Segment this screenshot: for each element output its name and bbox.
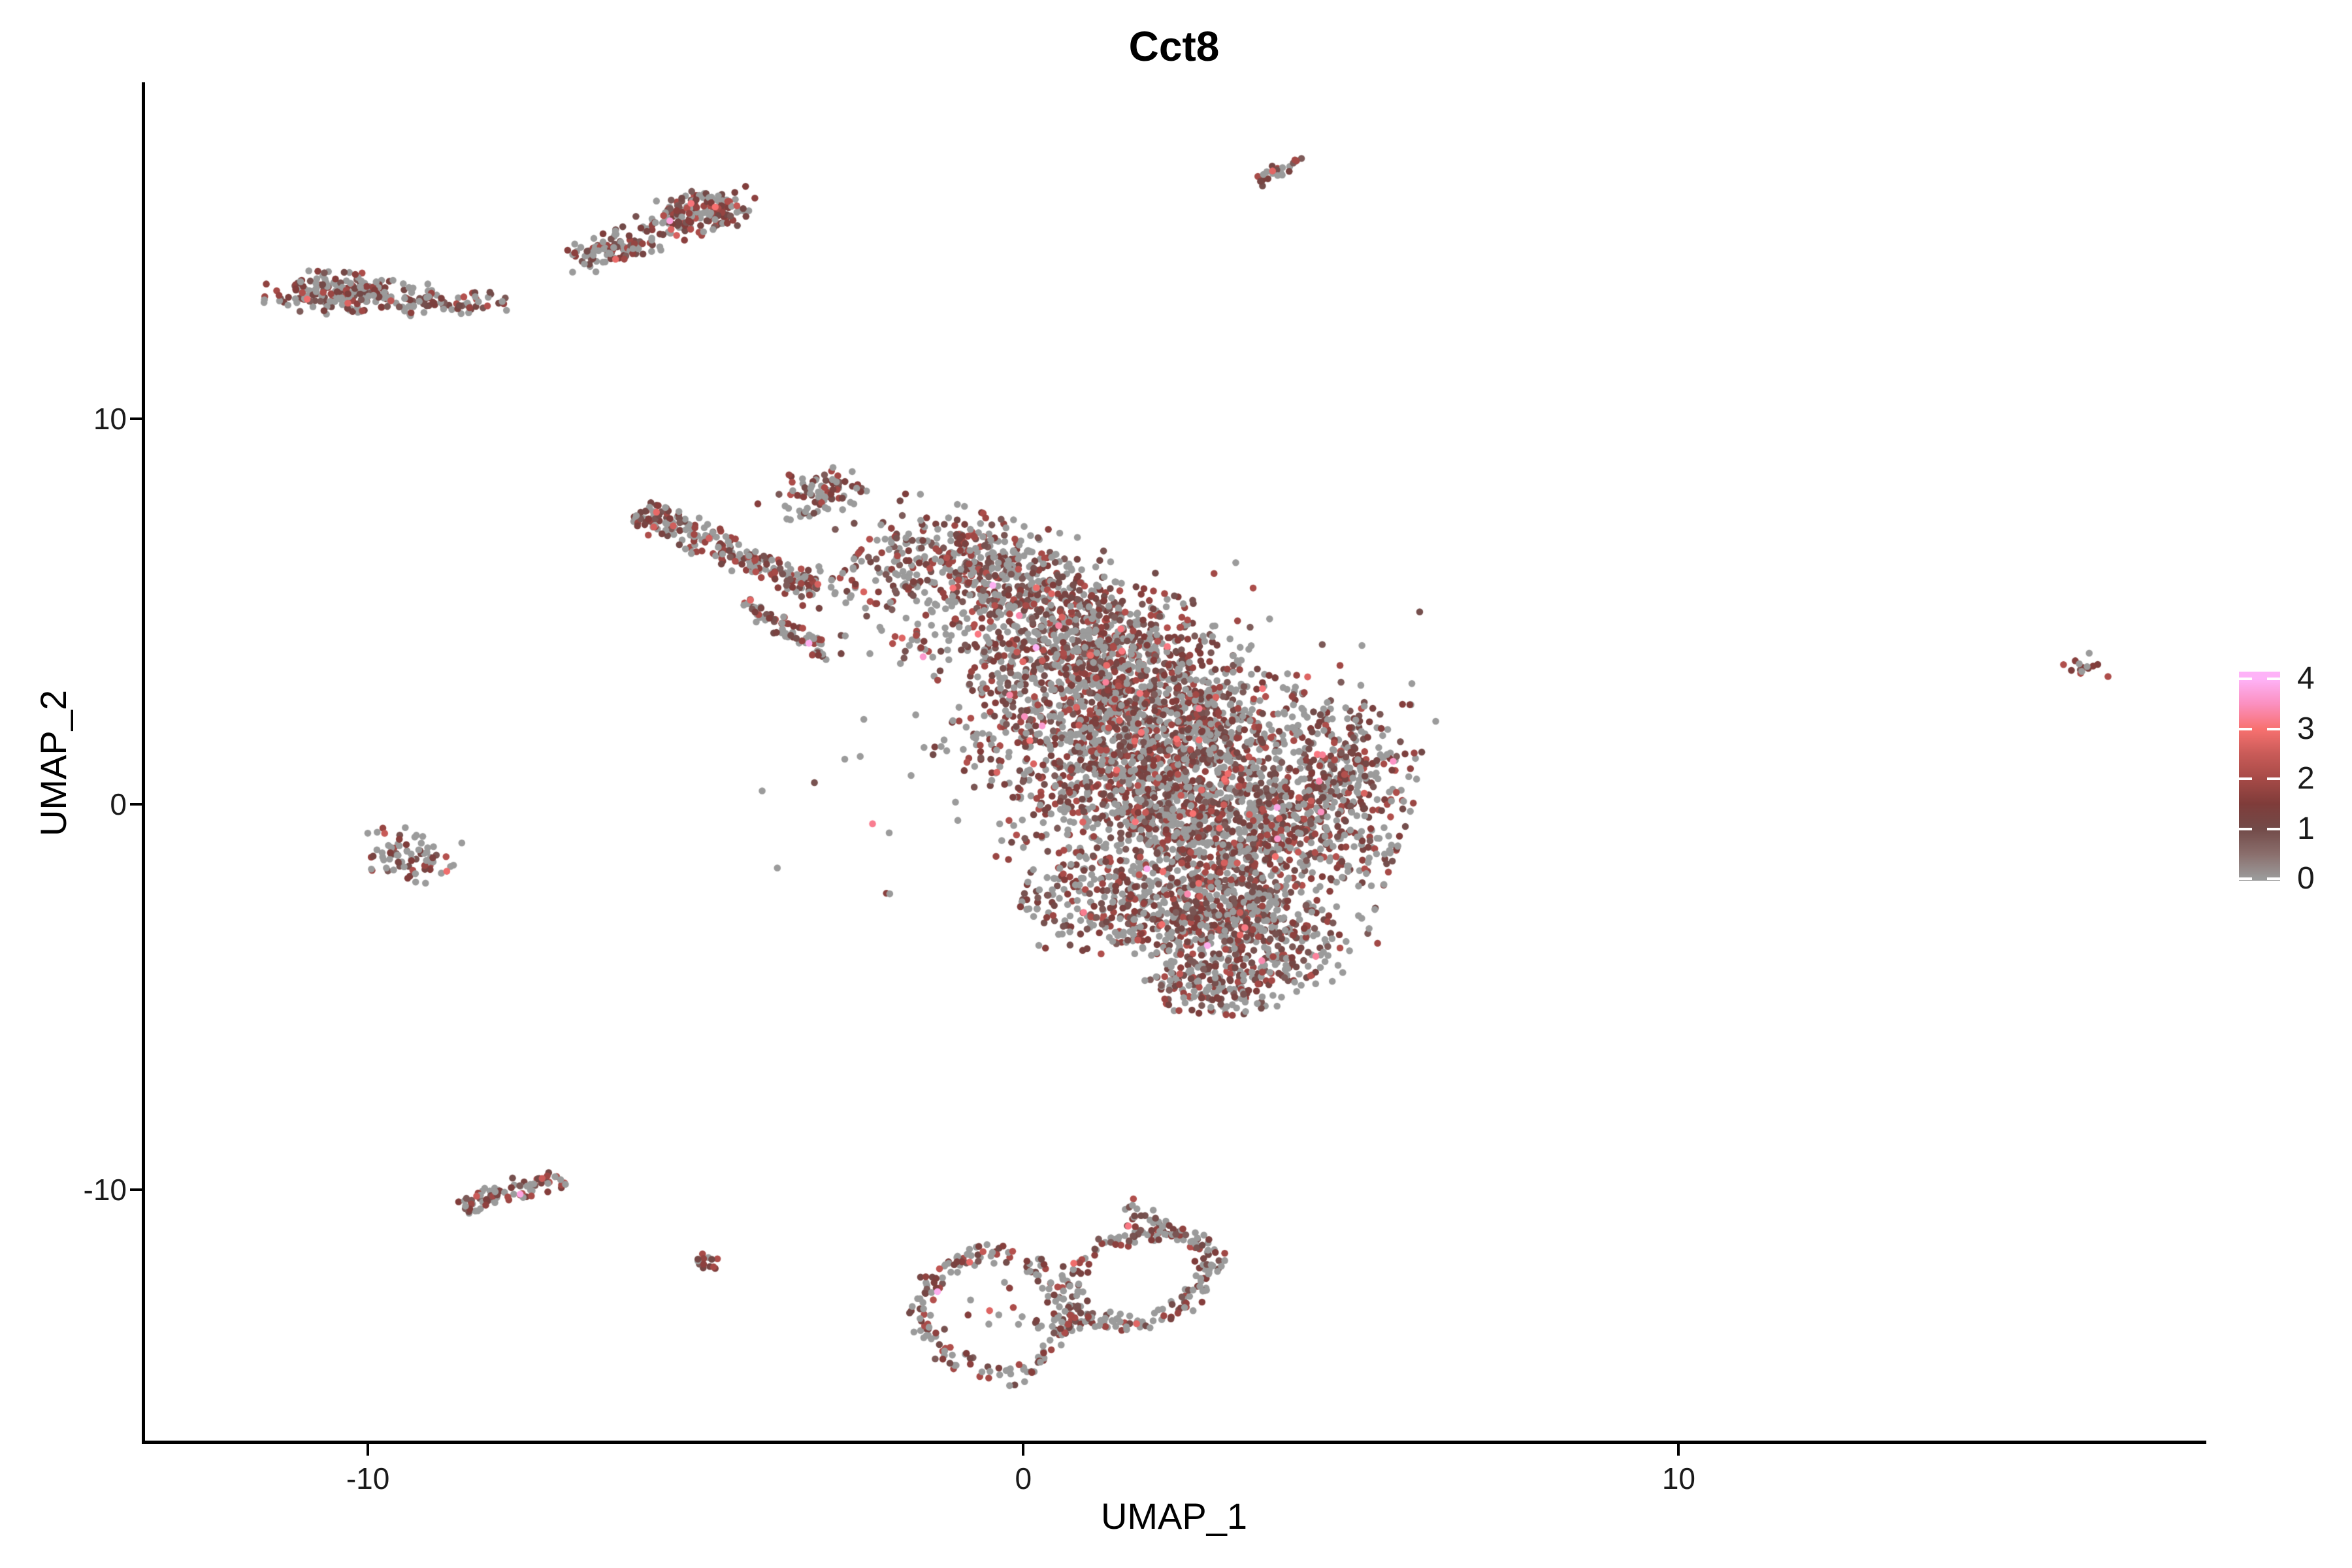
- colorbar-tick-mark: [2239, 827, 2252, 830]
- colorbar-gradient: [2239, 672, 2280, 881]
- colorbar-label: 1: [2297, 811, 2315, 846]
- colorbar-legend: 4 3 2 1 0: [2239, 661, 2352, 896]
- y-tick-label: 10: [93, 402, 127, 436]
- x-tick-label: -10: [346, 1462, 390, 1495]
- x-tick-label: 0: [1015, 1462, 1032, 1495]
- y-tick-label: 0: [110, 787, 127, 822]
- y-tick-mark: [130, 803, 142, 806]
- colorbar-tick-mark: [2267, 727, 2280, 730]
- x-tick-mark: [367, 1444, 370, 1456]
- plot-title: Cct8: [1128, 23, 1220, 70]
- colorbar-tick-mark: [2239, 777, 2252, 780]
- x-tick-mark: [1677, 1444, 1680, 1456]
- colorbar-tick-mark: [2239, 678, 2252, 680]
- colorbar-label: 2: [2297, 761, 2315, 796]
- y-tick-mark: [130, 417, 142, 421]
- x-axis-title: UMAP_1: [1100, 1495, 1248, 1537]
- y-axis-line: [142, 82, 145, 1444]
- colorbar-tick-mark: [2239, 727, 2252, 730]
- colorbar-tick-mark: [2267, 877, 2280, 880]
- colorbar-tick-mark: [2267, 827, 2280, 830]
- colorbar-tick-mark: [2239, 877, 2252, 880]
- y-tick-label: -10: [83, 1173, 127, 1207]
- x-tick-label: 10: [1661, 1462, 1696, 1495]
- colorbar-label: 0: [2297, 861, 2315, 896]
- colorbar-tick-mark: [2267, 777, 2280, 780]
- x-axis-line: [142, 1441, 2206, 1444]
- x-tick-mark: [1022, 1444, 1025, 1456]
- colorbar-tick-mark: [2267, 678, 2280, 680]
- colorbar-label: 4: [2297, 661, 2315, 696]
- y-tick-mark: [130, 1188, 142, 1192]
- colorbar-label: 3: [2297, 711, 2315, 746]
- y-axis-title: UMAP_2: [33, 689, 74, 837]
